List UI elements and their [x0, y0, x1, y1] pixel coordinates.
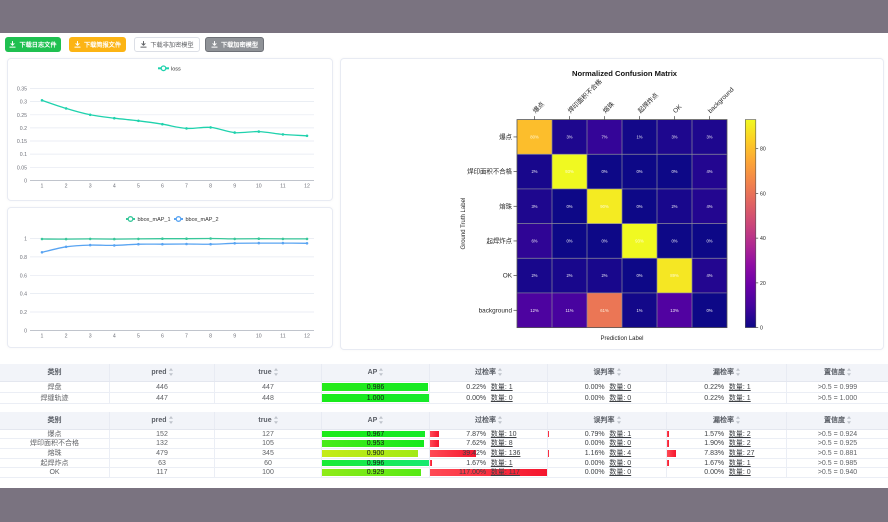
svg-text:93%: 93%	[565, 169, 574, 174]
svg-text:3: 3	[89, 184, 92, 190]
svg-text:3%: 3%	[566, 135, 572, 140]
svg-text:60: 60	[760, 191, 766, 197]
svg-text:9: 9	[233, 334, 236, 340]
svg-text:0.4: 0.4	[20, 292, 27, 298]
svg-text:0.05: 0.05	[17, 165, 27, 171]
svg-text:1: 1	[24, 237, 27, 243]
svg-text:0%: 0%	[671, 239, 677, 244]
svg-text:1%: 1%	[636, 308, 642, 313]
svg-text:0%: 0%	[636, 169, 642, 174]
svg-text:20: 20	[760, 281, 766, 287]
svg-text:爆点: 爆点	[499, 132, 512, 141]
svg-text:89%: 89%	[670, 273, 679, 278]
svg-text:6: 6	[161, 334, 164, 340]
svg-text:1: 1	[41, 184, 44, 190]
svg-text:3: 3	[89, 334, 92, 340]
svg-text:6%: 6%	[531, 239, 537, 244]
svg-text:5: 5	[137, 184, 140, 190]
svg-text:焊印面积不合格: 焊印面积不合格	[467, 167, 512, 176]
svg-text:0%: 0%	[601, 239, 607, 244]
svg-text:4: 4	[113, 184, 116, 190]
svg-text:0: 0	[24, 328, 27, 334]
svg-text:0.2: 0.2	[20, 126, 27, 132]
svg-text:0.6: 0.6	[20, 273, 27, 279]
svg-text:8: 8	[209, 334, 212, 340]
svg-text:background: background	[479, 307, 513, 314]
svg-text:11%: 11%	[565, 308, 573, 313]
svg-text:0%: 0%	[566, 204, 572, 209]
svg-text:焊印面积不合格: 焊印面积不合格	[566, 76, 604, 114]
svg-text:1%: 1%	[636, 135, 642, 140]
svg-text:0.15: 0.15	[17, 139, 27, 145]
svg-text:61%: 61%	[600, 308, 609, 313]
svg-text:10: 10	[256, 184, 262, 190]
svg-text:90%: 90%	[600, 204, 609, 209]
svg-text:4%: 4%	[706, 273, 712, 278]
svg-text:3%: 3%	[531, 204, 537, 209]
svg-text:熔珠: 熔珠	[499, 201, 512, 210]
svg-text:40: 40	[760, 236, 766, 242]
svg-text:0.25: 0.25	[17, 113, 27, 119]
svg-text:4%: 4%	[706, 169, 712, 174]
svg-text:11: 11	[280, 184, 285, 190]
svg-text:4: 4	[113, 334, 116, 340]
svg-text:0%: 0%	[601, 169, 607, 174]
svg-text:2: 2	[65, 334, 68, 340]
svg-text:3%: 3%	[671, 135, 677, 140]
svg-text:9: 9	[233, 184, 236, 190]
svg-text:background: background	[707, 86, 736, 115]
svg-text:爆点: 爆点	[531, 99, 547, 115]
svg-text:8: 8	[209, 184, 212, 190]
svg-text:0%: 0%	[706, 308, 712, 313]
svg-text:2%: 2%	[566, 273, 572, 278]
svg-text:2%: 2%	[531, 273, 537, 278]
svg-text:0.3: 0.3	[20, 100, 27, 106]
svg-text:2%: 2%	[671, 204, 677, 209]
svg-text:80%: 80%	[530, 135, 539, 140]
svg-text:2: 2	[65, 184, 68, 190]
svg-text:0%: 0%	[566, 239, 572, 244]
svg-text:熔珠: 熔珠	[601, 99, 617, 115]
svg-text:OK: OK	[503, 273, 513, 280]
svg-text:loss: loss	[171, 66, 181, 72]
svg-text:10: 10	[256, 334, 262, 340]
svg-text:6: 6	[161, 184, 164, 190]
svg-text:13%: 13%	[670, 308, 679, 313]
svg-text:3%: 3%	[706, 135, 712, 140]
svg-text:0.1: 0.1	[20, 152, 27, 158]
svg-text:4%: 4%	[706, 204, 712, 209]
svg-text:2%: 2%	[601, 273, 607, 278]
svg-text:起焊炸点: 起焊炸点	[486, 236, 512, 245]
svg-text:0%: 0%	[636, 273, 642, 278]
svg-text:80: 80	[760, 147, 766, 153]
svg-text:2%: 2%	[531, 169, 537, 174]
svg-text:起焊炸点: 起焊炸点	[636, 90, 661, 115]
svg-text:0.35: 0.35	[17, 87, 27, 93]
svg-text:Normalized Confusion Matrix: Normalized Confusion Matrix	[572, 69, 678, 78]
svg-text:bbox_mAP_2: bbox_mAP_2	[186, 217, 219, 223]
svg-text:7%: 7%	[601, 135, 607, 140]
svg-text:93%: 93%	[635, 239, 644, 244]
svg-text:12%: 12%	[530, 308, 539, 313]
svg-text:Prediction Label: Prediction Label	[600, 336, 643, 342]
svg-text:0%: 0%	[636, 204, 642, 209]
svg-text:Ground Truth Label: Ground Truth Label	[461, 198, 467, 250]
svg-text:0%: 0%	[706, 239, 712, 244]
svg-text:0%: 0%	[671, 169, 677, 174]
svg-text:0: 0	[760, 326, 763, 332]
svg-text:7: 7	[185, 184, 188, 190]
svg-text:0.2: 0.2	[20, 310, 27, 316]
svg-text:5: 5	[137, 334, 140, 340]
svg-text:12: 12	[304, 334, 310, 340]
svg-text:12: 12	[304, 184, 310, 190]
svg-text:0.8: 0.8	[20, 255, 27, 261]
svg-text:7: 7	[185, 334, 188, 340]
svg-text:11: 11	[280, 334, 285, 340]
svg-text:OK: OK	[672, 103, 684, 115]
svg-text:0: 0	[24, 178, 27, 184]
svg-text:bbox_mAP_1: bbox_mAP_1	[138, 217, 171, 223]
svg-text:1: 1	[41, 334, 44, 340]
